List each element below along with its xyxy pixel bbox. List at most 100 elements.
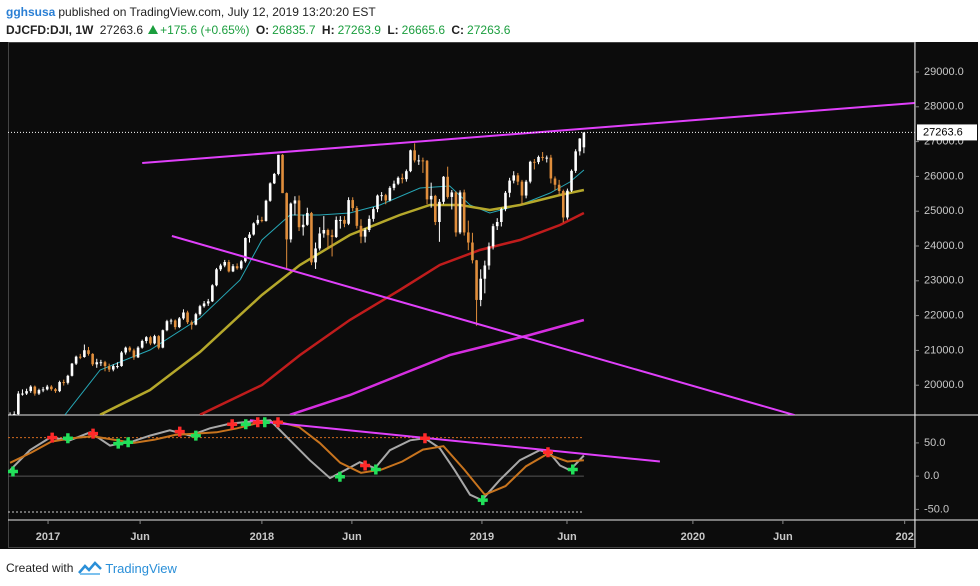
- candle-body: [334, 219, 338, 237]
- candle-body: [326, 229, 330, 236]
- candle-body: [165, 321, 169, 331]
- candle-body: [25, 391, 28, 394]
- candle-body: [244, 238, 247, 262]
- last-price: 27263.6: [99, 23, 144, 37]
- candle-body: [471, 242, 474, 261]
- candle-body: [281, 154, 284, 194]
- cross-marker: [47, 432, 58, 443]
- cross-marker: [8, 466, 18, 477]
- cross-marker: [334, 471, 345, 482]
- candle-body: [438, 201, 441, 222]
- low-label: L:: [387, 23, 399, 37]
- candle-body: [347, 200, 350, 224]
- candle-body: [508, 180, 511, 193]
- author: gghsusa: [6, 5, 56, 19]
- candle-body: [533, 161, 536, 163]
- candle-body: [62, 382, 66, 384]
- footer-prefix: Created with: [6, 561, 74, 575]
- y2-tick-label: -50.0: [924, 503, 949, 515]
- candle-body: [178, 318, 181, 328]
- candle-body: [206, 301, 210, 304]
- candle-body: [574, 151, 577, 171]
- cross-marker: [174, 426, 185, 437]
- candle-body: [516, 175, 520, 182]
- candle-body: [495, 221, 499, 227]
- candle-body: [202, 303, 206, 307]
- candle-body: [120, 352, 123, 367]
- x-tick-label: Jun: [557, 531, 577, 543]
- candle-body: [248, 234, 251, 239]
- candle-body: [136, 347, 140, 358]
- candle-body: [272, 173, 276, 184]
- candle-body: [524, 181, 528, 196]
- footer: Created with TradingView: [6, 560, 177, 576]
- change: +175.6 (+0.65%): [160, 23, 250, 37]
- open-value: 26835.7: [272, 23, 316, 37]
- candle-body: [161, 330, 165, 348]
- y-tick-label: 21000.0: [924, 344, 964, 356]
- price-pane: [8, 102, 915, 415]
- cross-marker: [113, 438, 124, 449]
- candle-body: [95, 362, 99, 365]
- candle-body: [512, 175, 516, 181]
- candle-body: [446, 176, 449, 197]
- candle-body: [260, 219, 264, 221]
- candle-body: [116, 366, 119, 368]
- candle-body: [566, 190, 569, 218]
- candle-body: [351, 200, 355, 209]
- candle-body: [433, 195, 437, 222]
- last-price-label: 27263.6: [923, 126, 963, 138]
- y-tick-label: 25000.0: [924, 205, 964, 217]
- candle-body: [467, 232, 470, 243]
- candle-body: [235, 266, 239, 269]
- candle-body: [66, 375, 70, 383]
- header: gghsusa published on TradingView.com, Jul…: [6, 3, 513, 39]
- candle-body: [8, 414, 12, 415]
- candle-body: [153, 336, 156, 344]
- cross-marker: [419, 433, 430, 444]
- cross-marker: [360, 460, 371, 471]
- candle-body: [173, 320, 177, 328]
- candle-body: [99, 362, 103, 364]
- oscillator-trend-line: [249, 419, 660, 463]
- candle-body: [198, 306, 202, 315]
- candle-body: [264, 200, 268, 221]
- candle-body: [301, 224, 305, 228]
- candle-body: [132, 350, 136, 358]
- candle-body: [359, 225, 363, 237]
- candle-body: [339, 219, 342, 221]
- candle-body: [107, 366, 111, 370]
- high-value: 27263.9: [337, 23, 381, 37]
- candle-body: [54, 389, 57, 392]
- candle-body: [157, 336, 160, 348]
- candle-body: [330, 235, 334, 237]
- candle-body: [144, 337, 148, 342]
- candle-body: [400, 177, 404, 180]
- candle-body: [41, 389, 45, 391]
- candle-body: [182, 312, 185, 319]
- cross-marker: [123, 437, 134, 448]
- candle-body: [231, 266, 235, 272]
- oscillator-line: [9, 420, 584, 496]
- candle-body: [70, 363, 74, 376]
- x-tick-label: Jun: [773, 531, 793, 543]
- candle-body: [277, 154, 280, 174]
- candle-body: [91, 353, 94, 365]
- y-tick-label: 26000.0: [924, 170, 964, 182]
- candle-body: [483, 265, 487, 279]
- candle-body: [553, 178, 557, 185]
- header-line-1: gghsusa published on TradingView.com, Jul…: [6, 3, 513, 21]
- candle-body: [169, 320, 173, 322]
- logo: [78, 561, 103, 575]
- candle-body: [128, 347, 132, 351]
- candle-body: [285, 193, 288, 240]
- candle-body: [268, 183, 272, 201]
- candle-body: [111, 366, 115, 370]
- candle-body: [541, 156, 544, 158]
- candle-body: [190, 322, 194, 325]
- chart-background: [0, 42, 978, 549]
- candle-body: [306, 212, 309, 225]
- candle-body: [528, 161, 532, 182]
- y-tick-label: 29000.0: [924, 66, 964, 78]
- moving-average: [99, 188, 585, 415]
